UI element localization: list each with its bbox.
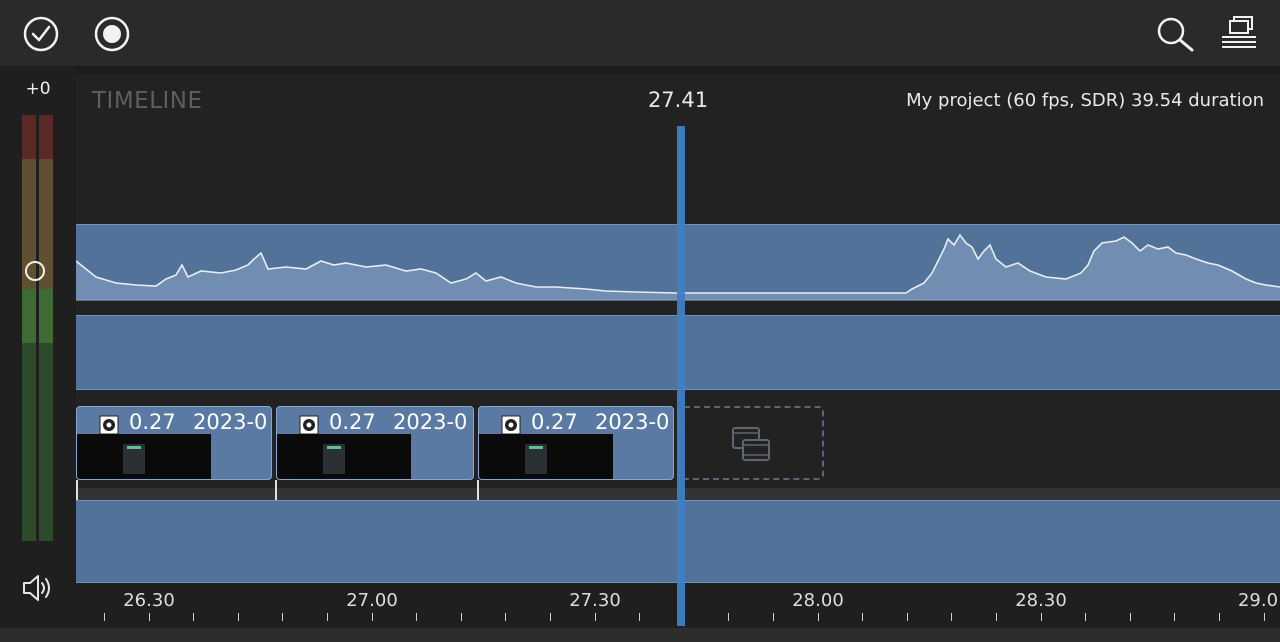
ruler-tick <box>1085 613 1086 621</box>
clip-boundary-marker <box>76 480 78 500</box>
clip-boundary-marker <box>275 480 277 500</box>
gain-label: +0 <box>25 79 51 99</box>
magnifier-icon[interactable] <box>1154 15 1196 53</box>
clip-duration: 0.27 <box>531 410 578 434</box>
ruler-tick <box>1264 613 1265 621</box>
audio-meter-panel <box>0 66 76 642</box>
ruler-label: 28.00 <box>792 590 844 611</box>
video-clip[interactable]: 0.27 2023-0 <box>478 406 674 480</box>
audio-waveform <box>76 233 1280 301</box>
ruler-tick <box>639 613 640 621</box>
ruler-tick <box>1130 613 1131 621</box>
ruler-tick <box>907 613 908 621</box>
video-clip[interactable]: 0.27 2023-0 <box>76 406 272 480</box>
project-info: My project (60 fps, SDR) 39.54 duration <box>906 90 1264 111</box>
ruler-tick <box>149 613 150 621</box>
clip-type-icon <box>99 415 119 435</box>
ruler-tick <box>505 613 506 621</box>
clip-date: 2023-0 <box>193 410 268 434</box>
clip-thumbnail <box>77 434 211 479</box>
checkmark-circle-icon[interactable] <box>22 15 60 53</box>
clip-thumbnail <box>479 434 613 479</box>
ruler-tick <box>1219 613 1220 621</box>
clip-duration: 0.27 <box>329 410 376 434</box>
ruler-tick <box>550 613 551 621</box>
ruler-tick <box>1174 613 1175 621</box>
clip-date: 2023-0 <box>595 410 670 434</box>
clip-type-icon <box>299 415 319 435</box>
playhead-time: 27.41 <box>647 88 709 112</box>
ruler-tick <box>282 613 283 621</box>
clip-type-icon <box>501 415 521 435</box>
ruler-tick <box>193 613 194 621</box>
ruler-tick <box>818 613 819 621</box>
ruler-label: 28.30 <box>1015 590 1067 611</box>
ruler-tick <box>951 613 952 621</box>
add-clip-placeholder[interactable] <box>679 406 824 480</box>
ruler-tick <box>728 613 729 621</box>
volume-knob[interactable] <box>25 261 45 281</box>
clip-boundary-marker <box>477 480 479 500</box>
ruler-tick <box>1041 613 1042 621</box>
ruler-tick <box>461 613 462 621</box>
top-toolbar <box>0 0 1280 66</box>
level-meter-right <box>39 115 53 541</box>
ruler-tick <box>416 613 417 621</box>
ruler-tick <box>862 613 863 621</box>
ruler-tick <box>238 613 239 621</box>
ruler-label: 27.30 <box>569 590 621 611</box>
ruler-tick <box>372 613 373 621</box>
ruler-tick <box>595 613 596 621</box>
record-circle-icon[interactable] <box>93 15 131 53</box>
timeline-title: TIMELINE <box>92 88 203 114</box>
video-clip[interactable]: 0.27 2023-0 <box>276 406 474 480</box>
clip-date: 2023-0 <box>393 410 468 434</box>
bottom-bar <box>0 628 1280 642</box>
clip-duration: 0.27 <box>129 410 176 434</box>
ruler-tick <box>773 613 774 621</box>
ruler-tick <box>327 613 328 621</box>
ruler-label: 26.30 <box>123 590 175 611</box>
stacked-layers-icon[interactable] <box>1220 15 1258 51</box>
playhead[interactable] <box>677 126 685 626</box>
speaker-icon[interactable] <box>20 570 56 606</box>
ruler-label: 29.0 <box>1237 590 1279 611</box>
film-strip-icon <box>732 427 770 461</box>
clip-thumbnail <box>277 434 411 479</box>
ruler-tick <box>996 613 997 621</box>
level-meter-left <box>22 115 36 541</box>
ruler-tick <box>104 613 105 621</box>
ruler-label: 27.00 <box>346 590 398 611</box>
